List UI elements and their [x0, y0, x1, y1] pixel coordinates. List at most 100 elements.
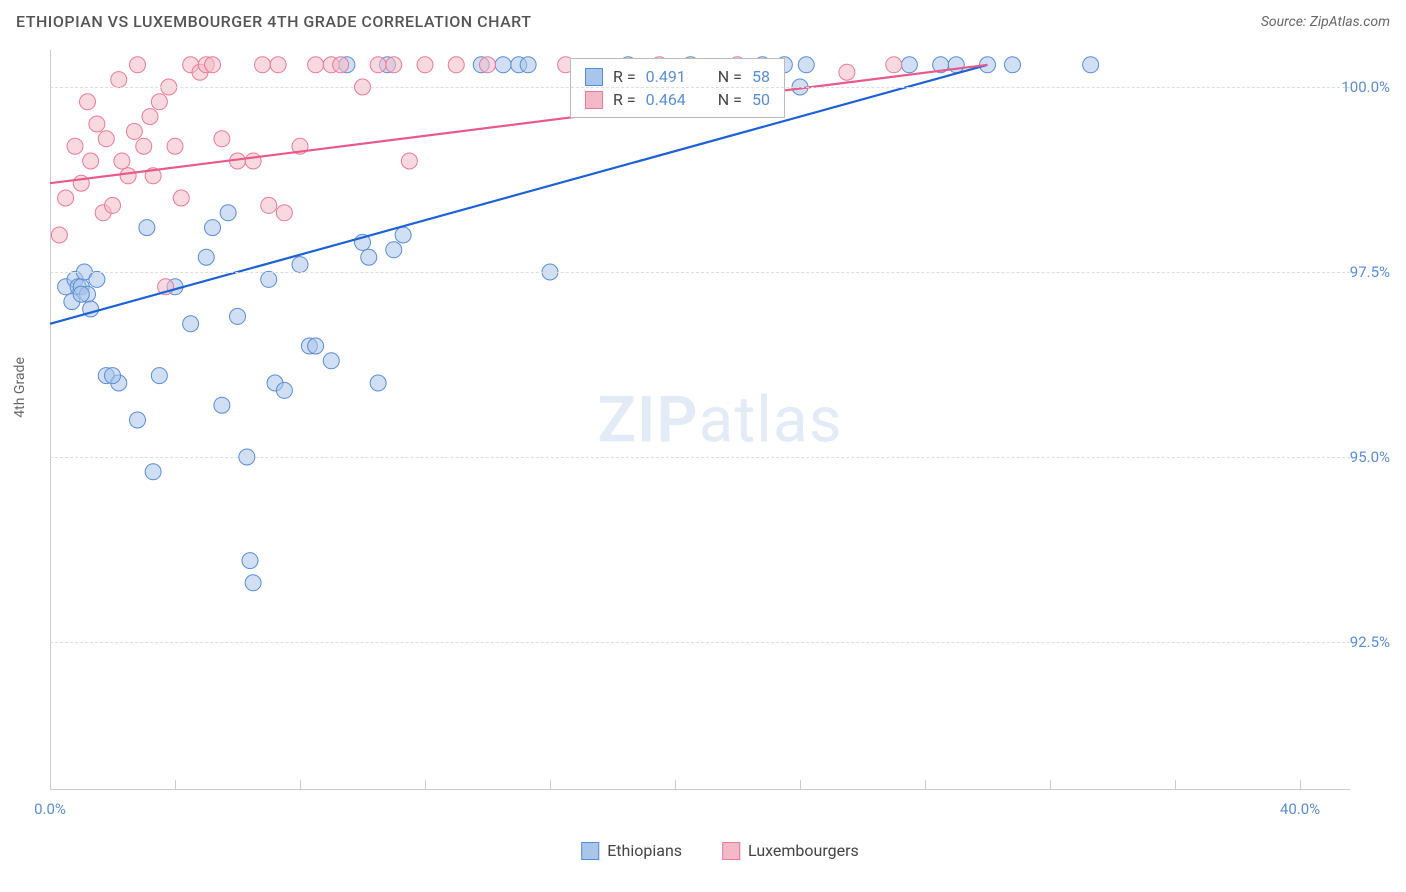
scatter-point	[386, 57, 402, 73]
legend-row: R = 0.464 N = 50	[585, 88, 770, 111]
scatter-point	[214, 397, 230, 413]
chart-title: ETHIOPIAN VS LUXEMBOURGER 4TH GRADE CORR…	[16, 12, 531, 31]
gridline	[50, 457, 1350, 458]
x-tick-mark	[1050, 780, 1051, 790]
scatter-point	[245, 575, 261, 591]
scatter-point	[111, 72, 127, 88]
scatter-point	[114, 153, 130, 169]
legend-r-label: R =	[613, 90, 636, 109]
scatter-point	[276, 382, 292, 398]
scatter-point	[205, 220, 221, 236]
y-tick-label: 97.5%	[1350, 263, 1390, 281]
legend-r-value: 0.464	[646, 90, 686, 109]
y-tick-label: 100.0%	[1341, 78, 1390, 96]
scatter-point	[126, 123, 142, 139]
gridline	[50, 642, 1350, 643]
legend-swatch	[581, 842, 599, 860]
x-tick-mark	[550, 780, 551, 790]
scatter-point	[417, 57, 433, 73]
scatter-point	[142, 109, 158, 125]
scatter-point	[67, 138, 83, 154]
scatter-point	[205, 57, 221, 73]
plot-area: ZIPatlas R =0.491N =58R =0.464N =50 92.5…	[50, 50, 1390, 790]
scatter-point	[105, 368, 121, 384]
scatter-point	[89, 271, 105, 287]
scatter-point	[276, 205, 292, 221]
legend-n-value: 58	[752, 67, 770, 86]
svg-layer	[50, 50, 1300, 790]
series-legend-label: Luxembourgers	[748, 841, 859, 860]
scatter-point	[333, 57, 349, 73]
legend-row: R = 0.491 N = 58	[585, 65, 770, 88]
legend-n-label: N =	[718, 90, 742, 109]
scatter-point	[1083, 57, 1099, 73]
scatter-point	[386, 242, 402, 258]
scatter-point	[308, 338, 324, 354]
scatter-point	[220, 205, 236, 221]
legend-r-label: R =	[613, 67, 636, 86]
scatter-point	[130, 412, 146, 428]
legend-n-label: N =	[718, 67, 742, 86]
y-tick-label: 92.5%	[1350, 633, 1390, 651]
series-legend-item: Ethiopians	[581, 841, 682, 860]
scatter-point	[1005, 57, 1021, 73]
x-tick-mark	[50, 780, 51, 790]
scatter-point	[361, 249, 377, 265]
scatter-point	[151, 94, 167, 110]
scatter-point	[370, 57, 386, 73]
x-tick-mark	[425, 780, 426, 790]
scatter-point	[401, 153, 417, 169]
legend-n-value: 50	[752, 90, 770, 109]
scatter-point	[73, 286, 89, 302]
gridline	[50, 272, 1350, 273]
series-legend-label: Ethiopians	[607, 841, 682, 860]
scatter-point	[139, 220, 155, 236]
scatter-point	[323, 353, 339, 369]
scatter-point	[798, 57, 814, 73]
legend-swatch	[722, 842, 740, 860]
scatter-point	[270, 57, 286, 73]
x-tick-mark	[175, 780, 176, 790]
scatter-point	[308, 57, 324, 73]
scatter-point	[245, 153, 261, 169]
scatter-point	[370, 375, 386, 391]
scatter-point	[89, 116, 105, 132]
scatter-point	[183, 316, 199, 332]
chart-source: Source: ZipAtlas.com	[1261, 14, 1390, 30]
x-tick-label: 40.0%	[1280, 800, 1320, 818]
scatter-point	[395, 227, 411, 243]
scatter-point	[261, 271, 277, 287]
scatter-point	[886, 57, 902, 73]
scatter-point	[130, 57, 146, 73]
trendline	[50, 65, 988, 183]
scatter-point	[448, 57, 464, 73]
scatter-point	[105, 197, 121, 213]
x-tick-mark	[300, 780, 301, 790]
scatter-point	[292, 257, 308, 273]
scatter-point	[261, 197, 277, 213]
x-tick-mark	[1300, 780, 1301, 790]
gridline	[50, 87, 1350, 88]
legend-swatch	[585, 91, 603, 109]
series-legend-item: Luxembourgers	[722, 841, 859, 860]
scatter-point	[151, 368, 167, 384]
scatter-point	[83, 153, 99, 169]
legend-r-value: 0.491	[646, 67, 686, 86]
scatter-point	[255, 57, 271, 73]
scatter-point	[839, 64, 855, 80]
scatter-point	[520, 57, 536, 73]
scatter-point	[167, 138, 183, 154]
trendline	[50, 65, 988, 324]
x-tick-mark	[925, 780, 926, 790]
y-axis-label: 4th Grade	[12, 357, 28, 418]
legend-swatch	[585, 68, 603, 86]
scatter-point	[98, 131, 114, 147]
chart-header: ETHIOPIAN VS LUXEMBOURGER 4TH GRADE CORR…	[0, 0, 1406, 39]
chart-container: 4th Grade ZIPatlas R =0.491N =58R =0.464…	[50, 50, 1390, 830]
scatter-point	[80, 94, 96, 110]
scatter-point	[242, 553, 258, 569]
scatter-point	[480, 57, 496, 73]
scatter-point	[51, 227, 67, 243]
scatter-point	[198, 249, 214, 265]
x-tick-mark	[1175, 780, 1176, 790]
